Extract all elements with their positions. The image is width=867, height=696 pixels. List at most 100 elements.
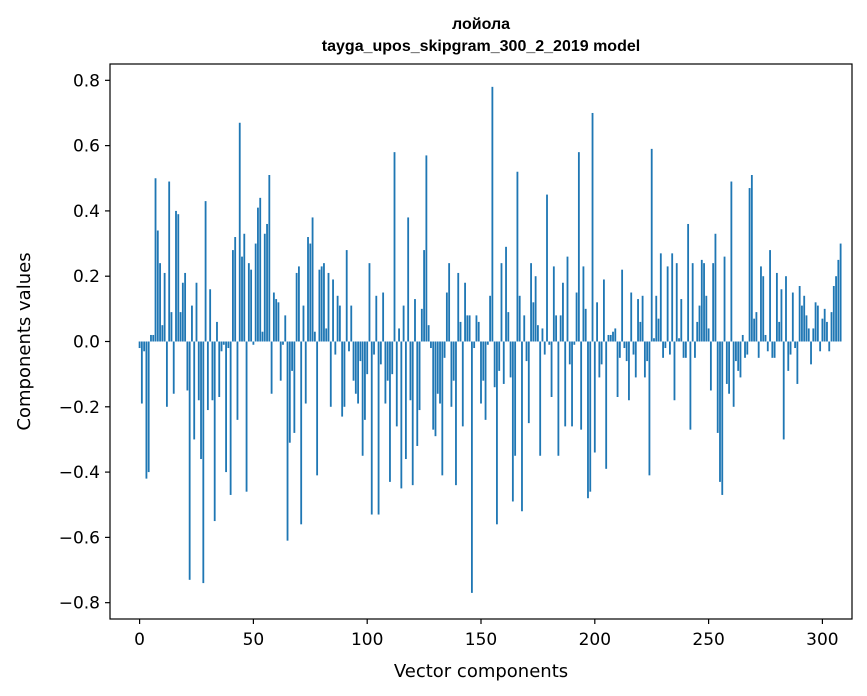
bar-238 (680, 299, 683, 342)
bar-162 (507, 312, 510, 342)
bar-65 (286, 341, 289, 541)
bar-101 (368, 263, 371, 342)
bar-39 (227, 341, 230, 349)
bar-297 (814, 302, 817, 342)
bar-228 (657, 318, 660, 342)
bar-254 (716, 341, 719, 433)
bar-33 (213, 341, 216, 522)
bar-227 (655, 295, 658, 342)
bar-152 (484, 341, 487, 420)
bar-131 (436, 341, 439, 394)
bar-2 (143, 341, 146, 352)
bar-195 (582, 266, 585, 342)
bar-125 (423, 250, 426, 342)
bar-81 (323, 263, 325, 342)
bar-194 (580, 341, 583, 430)
bar-308 (839, 243, 842, 342)
bar-63 (282, 341, 284, 345)
bar-233 (669, 341, 671, 355)
bar-34 (216, 321, 218, 342)
bar-287 (791, 292, 794, 342)
bar-96 (357, 341, 359, 404)
bar-284 (785, 276, 787, 342)
bar-70 (298, 266, 300, 342)
bar-216 (630, 292, 633, 342)
bar-107 (382, 292, 385, 342)
bar-98 (361, 341, 364, 456)
bar-169 (523, 315, 526, 342)
bar-217 (632, 341, 635, 355)
bar-99 (364, 341, 366, 420)
bar-257 (723, 256, 726, 342)
bar-0 (138, 341, 141, 349)
bar-135 (445, 292, 448, 342)
bar-28 (202, 341, 205, 584)
bar-59 (272, 292, 275, 342)
bar-143 (464, 282, 466, 342)
bar-66 (288, 341, 291, 443)
bar-149 (477, 321, 480, 342)
bar-132 (439, 341, 441, 404)
bar-252 (712, 263, 715, 342)
bar-67 (291, 341, 293, 371)
bar-103 (373, 341, 375, 355)
bar-74 (307, 237, 309, 342)
y-axis-label: Components values (14, 252, 35, 430)
bar-292 (803, 295, 806, 342)
bar-181 (550, 341, 553, 397)
bar-82 (325, 328, 328, 342)
bar-86 (334, 341, 337, 355)
bar-270 (753, 318, 756, 342)
bar-163 (509, 341, 512, 378)
bar-255 (719, 341, 721, 482)
bar-303 (828, 341, 831, 352)
bar-109 (386, 341, 389, 381)
bar-6 (152, 334, 155, 342)
bar-269 (750, 175, 753, 342)
bar-159 (500, 263, 503, 342)
bar-91 (345, 250, 348, 342)
bar-258 (725, 341, 728, 384)
bar-111 (391, 341, 394, 375)
bar-40 (229, 341, 232, 495)
bar-7 (154, 178, 157, 342)
bar-102 (370, 341, 373, 515)
x-tick-label: 200 (579, 630, 611, 650)
bar-146 (470, 341, 473, 593)
bar-277 (769, 250, 771, 342)
y-axis-ticks: 0.8 0.6 0.4 0.2 0.0 −0.2 −0.4 −0.6 −0.8 (59, 71, 110, 614)
bar-263 (737, 341, 740, 371)
bar-52 (257, 207, 259, 342)
bar-211 (618, 341, 621, 358)
bar-198 (589, 341, 592, 492)
bar-133 (441, 341, 444, 476)
bar-16 (175, 210, 177, 342)
bar-38 (225, 341, 227, 473)
bar-164 (511, 341, 514, 502)
bar-29 (204, 201, 207, 342)
bar-203 (600, 341, 603, 365)
bar-1 (140, 341, 143, 404)
bar-176 (539, 341, 542, 456)
bar-8 (156, 230, 159, 342)
bar-122 (416, 341, 419, 446)
bar-62 (279, 341, 282, 381)
bar-155 (491, 86, 494, 342)
bar-296 (812, 328, 815, 342)
bar-61 (277, 302, 280, 342)
bar-95 (354, 341, 357, 394)
bar-18 (179, 312, 182, 342)
bar-204 (603, 279, 605, 342)
bar-234 (671, 253, 674, 342)
bar-31 (209, 289, 212, 342)
bar-119 (409, 341, 412, 401)
bar-140 (457, 272, 460, 342)
bar-168 (521, 341, 523, 512)
bar-305 (832, 286, 835, 342)
bar-251 (709, 341, 712, 391)
bar-88 (338, 305, 341, 342)
bar-161 (505, 246, 507, 342)
bar-236 (675, 263, 678, 342)
bar-75 (309, 243, 312, 342)
bar-13 (168, 181, 171, 342)
